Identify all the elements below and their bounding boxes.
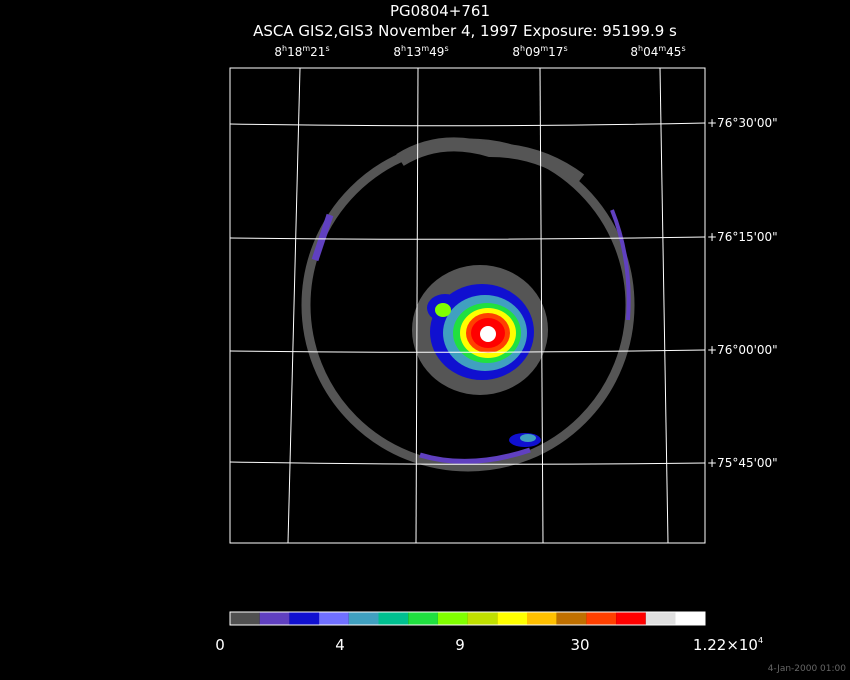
text-part: h [638, 44, 643, 53]
text-part: m [421, 44, 429, 53]
text-part: 8 [274, 45, 282, 59]
ra-label: 8h13m49s [393, 44, 448, 59]
colorbar-label: 4 [335, 636, 345, 654]
ring-edge [610, 209, 631, 321]
dec-label: +75°45'00" [707, 456, 778, 470]
text-part: m [302, 44, 310, 53]
timestamp: 4-Jan-2000 01:00 [768, 664, 847, 674]
image [301, 137, 635, 472]
text-part: 9 [455, 636, 465, 654]
ra-label: 8h18m21s [274, 44, 329, 59]
dec-label: +76°15'00" [707, 230, 778, 244]
text-part: 4 [335, 636, 345, 654]
colorbar-label: 1.22×104 [693, 636, 763, 654]
ra-label: 8h09m17s [512, 44, 567, 59]
text-part: h [401, 44, 406, 53]
text-part: 04 [643, 45, 658, 59]
text-part: s [563, 44, 567, 53]
colorbar-label: 9 [455, 636, 465, 654]
text-part: m [540, 44, 548, 53]
text-part: 09 [525, 45, 540, 59]
dec-label: +76°00'00" [707, 343, 778, 357]
text-part: m [658, 44, 666, 53]
text-part: 17 [548, 45, 563, 59]
text-part: 8 [630, 45, 638, 59]
text-part: s [681, 44, 685, 53]
ra-label: 8h04m45s [630, 44, 685, 59]
text-part: 1.22×10 [693, 636, 758, 654]
ring-edge [311, 213, 334, 262]
text-part: 21 [310, 45, 325, 59]
text-part: 30 [570, 636, 589, 654]
text-part: 8 [512, 45, 520, 59]
colorbar-label: 0 [215, 636, 225, 654]
ring-patch [396, 137, 585, 186]
text-part: s [325, 44, 329, 53]
coordinate-grid [229, 67, 706, 544]
text-part: 13 [406, 45, 421, 59]
ring-edge [419, 447, 531, 464]
colorbar-label: 30 [570, 636, 589, 654]
text-part: 49 [429, 45, 444, 59]
source-level [435, 303, 451, 317]
text-part: 0 [215, 636, 225, 654]
title: PG0804+761 [390, 2, 490, 20]
edge-source [520, 434, 536, 442]
source-peak [480, 326, 496, 342]
text-part: 18 [287, 45, 302, 59]
dec-label: +76°30'00" [707, 116, 778, 130]
text-part: h [520, 44, 525, 53]
colorbar [229, 611, 706, 626]
subtitle: ASCA GIS2,GIS3 November 4, 1997 Exposure… [253, 22, 677, 40]
text-part: 45 [666, 45, 681, 59]
text-part: 8 [393, 45, 401, 59]
text-part: h [282, 44, 287, 53]
text-part: 4 [758, 636, 763, 645]
text-part: s [444, 44, 448, 53]
